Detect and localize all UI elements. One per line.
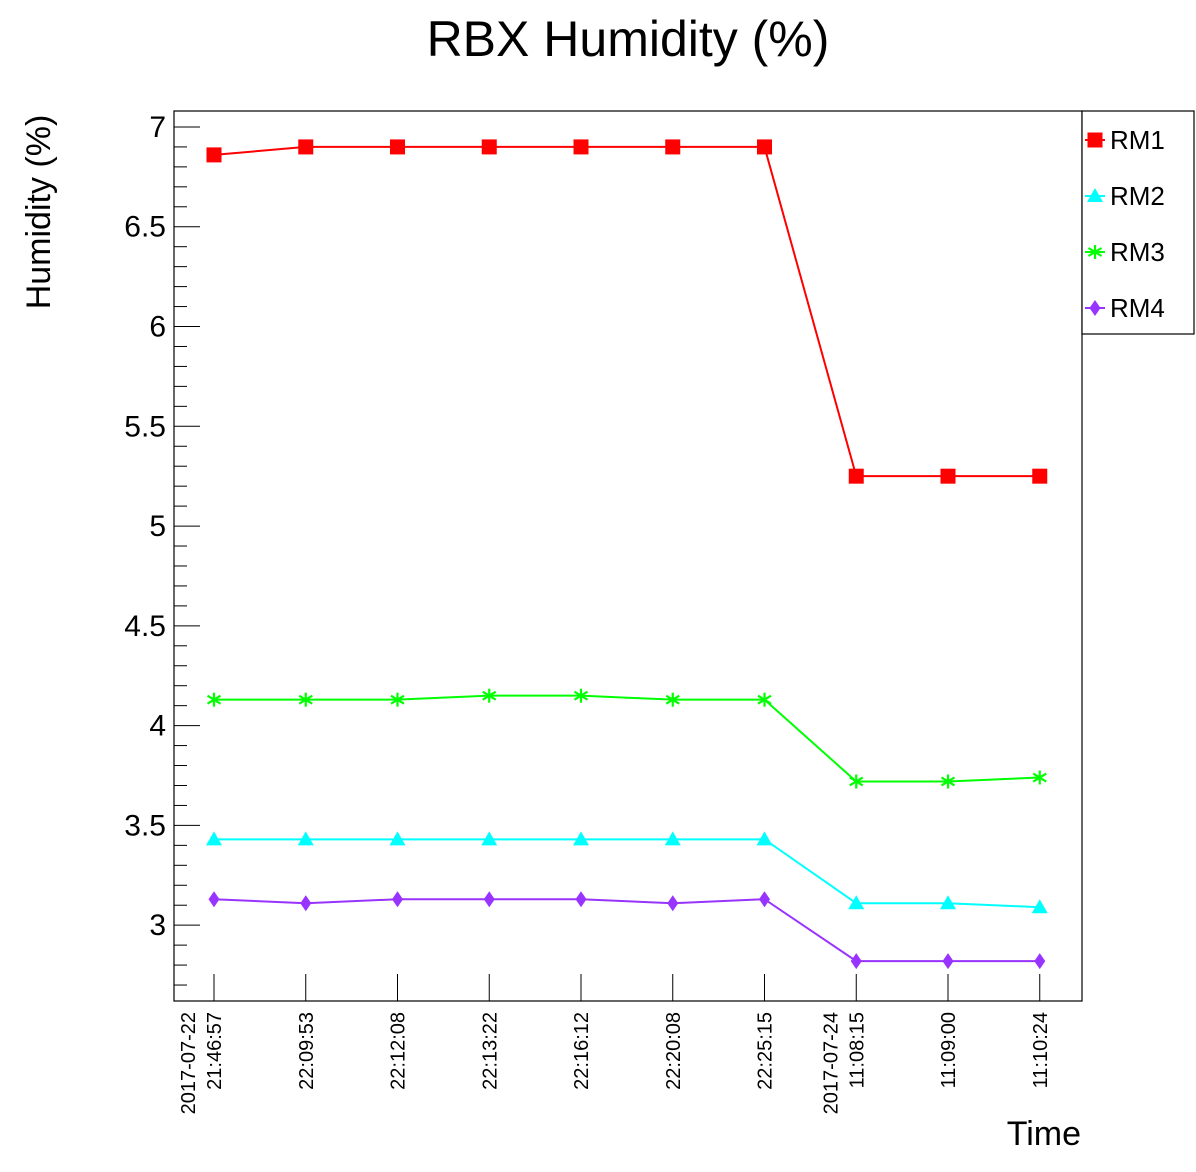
data-point-rm2	[573, 831, 589, 846]
y-axis-label: Humidity (%)	[20, 115, 58, 310]
x-tick-label: 22:25:15	[755, 1012, 777, 1090]
data-point-rm3	[849, 774, 864, 789]
data-point-rm1	[481, 139, 497, 155]
series-line-rm1	[213, 145, 1040, 478]
x-tick-label: 11:09:00	[938, 1012, 960, 1088]
x-tick-label: 22:16:12	[571, 1012, 593, 1090]
star-stroke	[573, 690, 589, 701]
star-stroke	[390, 694, 405, 705]
data-point-rm3	[482, 688, 497, 703]
data-point-rm1	[573, 139, 589, 155]
star-stroke	[757, 694, 772, 705]
data-point-rm2	[940, 895, 956, 910]
star-stroke	[849, 776, 864, 787]
legend-label-rm4: RM4	[1110, 293, 1165, 323]
data-point-rm4	[300, 895, 312, 912]
star-stroke	[940, 776, 956, 787]
y-tick-label: 6.5	[124, 211, 166, 244]
y-tick-label: 5.5	[124, 410, 166, 443]
y-tick-label: 5	[149, 510, 166, 543]
legend-marker-rm4	[1089, 300, 1101, 316]
data-point-rm4	[1034, 953, 1046, 970]
data-point-rm4	[208, 891, 220, 908]
data-point-rm1	[206, 147, 222, 163]
legend-marker-rm3	[1087, 245, 1103, 259]
data-point-rm3	[573, 688, 589, 703]
x-tick-label: 21:46:57	[204, 1012, 226, 1090]
data-point-rm3	[940, 774, 956, 789]
data-point-rm1	[1032, 468, 1048, 484]
star-stroke	[298, 694, 313, 705]
legend-marker-rm1	[1087, 132, 1103, 148]
data-point-rm4	[850, 953, 862, 970]
data-point-rm4	[392, 891, 403, 908]
data-point-rm1	[665, 139, 681, 155]
y-axis: 3 3.5 4 4.5 5 5.5 6 6.5 7	[124, 111, 200, 986]
y-tick-label: 6	[149, 311, 166, 344]
data-point-rm4	[483, 891, 495, 908]
y-tick-label: 4	[149, 710, 166, 743]
y-tick-label: 4.5	[124, 610, 166, 643]
data-point-rm3	[206, 692, 222, 707]
legend-marker-rm2	[1087, 188, 1103, 202]
x-tick-label: 22:13:22	[479, 1012, 501, 1090]
x-tick-label: 2017-07-24	[820, 1012, 842, 1114]
x-tick-label: 2017-07-22	[178, 1012, 200, 1114]
data-point-rm3	[390, 692, 405, 707]
star-stroke	[665, 694, 680, 705]
data-point-rm4	[759, 891, 770, 908]
star-stroke	[482, 690, 497, 701]
x-tick-label: 11:08:15	[846, 1012, 868, 1088]
data-point-rm3	[757, 692, 772, 707]
legend-label-rm2: RM2	[1110, 181, 1165, 211]
data-point-rm1	[940, 468, 956, 484]
data-point-rm1	[390, 139, 405, 155]
series-layer	[206, 139, 1048, 970]
x-tick-label: 22:12:08	[388, 1012, 410, 1090]
legend-box	[1081, 110, 1195, 335]
data-point-rm3	[298, 692, 313, 707]
star-stroke	[1087, 247, 1103, 257]
series-line-rm2	[214, 838, 1040, 909]
data-point-rm4	[667, 895, 679, 912]
plot-frame	[173, 110, 1083, 1002]
chart-title: RBX Humidity (%)	[427, 11, 830, 67]
data-point-rm2	[297, 831, 314, 846]
data-point-rm4	[575, 891, 587, 908]
data-point-rm2	[664, 831, 681, 846]
data-point-rm4	[942, 953, 954, 970]
legend: RM1 RM2 RM3 RM4	[1081, 110, 1195, 335]
x-tick-label: 11:10:24	[1030, 1012, 1052, 1088]
data-point-rm3	[665, 692, 680, 707]
y-tick-label: 3.5	[124, 809, 166, 842]
legend-label-rm1: RM1	[1110, 125, 1165, 155]
series-line-rm4	[213, 898, 1040, 963]
data-point-rm2	[389, 831, 406, 846]
legend-label-rm3: RM3	[1110, 237, 1165, 267]
x-axis-label: Time	[1007, 1115, 1081, 1153]
x-tick-label: 22:09:53	[296, 1012, 318, 1090]
data-point-rm1	[757, 139, 772, 155]
series-line-rm3	[214, 694, 1040, 783]
data-point-rm1	[298, 139, 314, 155]
data-point-rm1	[848, 468, 864, 484]
star-stroke	[1032, 772, 1047, 783]
data-point-rm2	[848, 895, 865, 910]
data-point-rm2	[1031, 899, 1048, 914]
data-point-rm2	[481, 831, 498, 846]
y-tick-label: 3	[149, 909, 166, 942]
data-point-rm3	[1032, 770, 1047, 785]
x-axis: 2017-07-22 21:46:57 22:09:53 22:12:08 22:13:…	[178, 974, 1052, 1114]
data-point-rm2	[206, 831, 222, 846]
data-point-rm2	[756, 831, 773, 846]
x-tick-label: 22:20:08	[663, 1012, 685, 1090]
star-stroke	[206, 694, 222, 705]
y-tick-label: 7	[149, 111, 166, 144]
